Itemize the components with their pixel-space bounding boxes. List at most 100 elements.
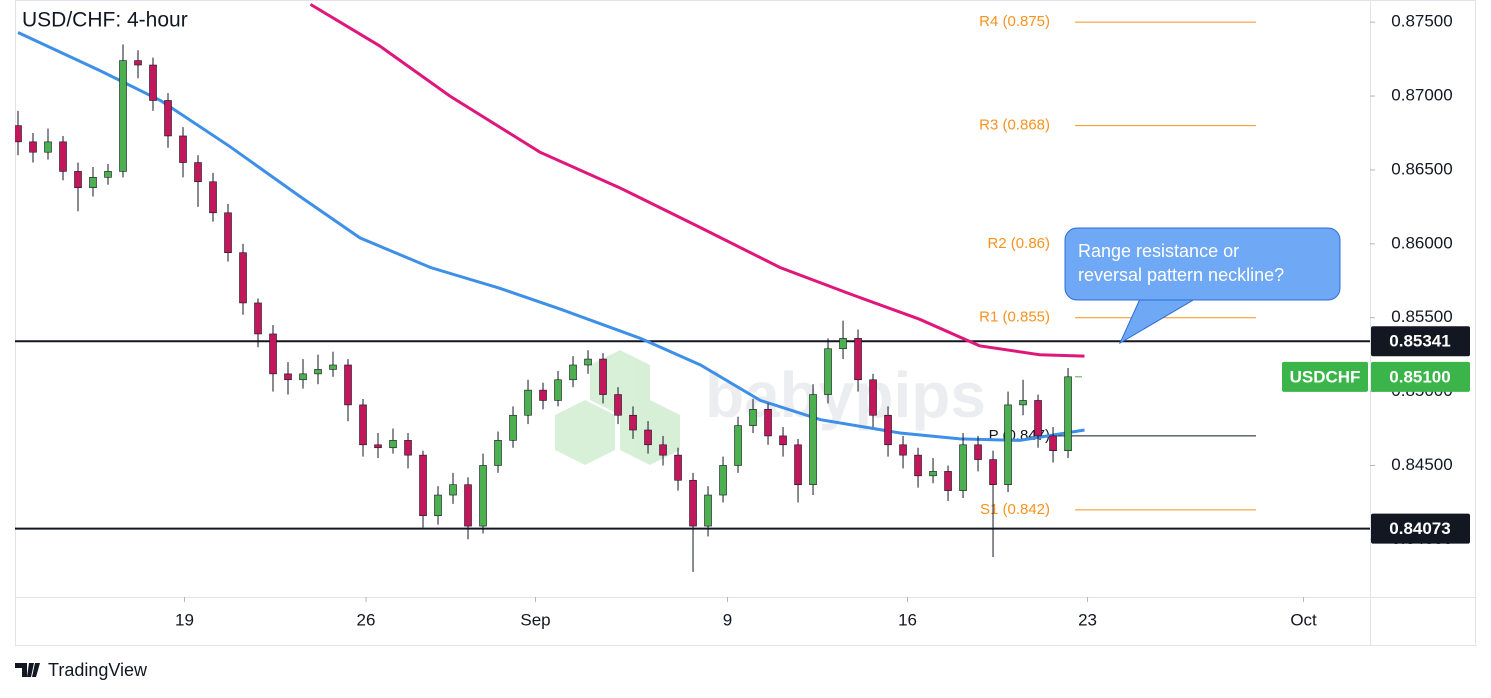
candle-body xyxy=(1019,400,1027,406)
candle-body xyxy=(884,414,892,446)
level-badge xyxy=(1371,326,1470,357)
level-badge-label: 0.85341 xyxy=(1389,332,1450,351)
candle-body xyxy=(974,444,982,460)
candle-body xyxy=(959,444,967,491)
candle-body xyxy=(74,171,82,188)
symbol-badge-label: USDCHF xyxy=(1290,367,1361,386)
candle-body xyxy=(149,64,157,101)
candle-body xyxy=(59,141,67,172)
chart-title: USD/CHF: 4-hour xyxy=(22,9,188,32)
candle-body xyxy=(239,252,247,304)
candle-body xyxy=(344,364,352,406)
callout: Range resistance or reversal pattern nec… xyxy=(1064,227,1341,345)
candle-body xyxy=(554,379,562,401)
candle-body xyxy=(284,373,292,381)
candle-body xyxy=(15,125,22,143)
candle-body xyxy=(629,414,637,431)
candle-body xyxy=(809,394,817,485)
callout-pointer xyxy=(1118,298,1197,345)
candle-body xyxy=(614,394,622,416)
x-tick-label: Oct xyxy=(1290,610,1317,629)
pivot-label: R1 (0.855) xyxy=(979,309,1050,326)
candle-body xyxy=(209,181,217,214)
candle-body xyxy=(254,302,262,335)
watermark-text: babypips xyxy=(705,359,986,431)
candle-body xyxy=(164,100,172,137)
callout-text: reversal pattern neckline? xyxy=(1078,265,1284,285)
candle-body xyxy=(134,60,142,66)
candle-body xyxy=(299,373,307,381)
candle-body xyxy=(1049,435,1057,452)
pivot-label: S1 (0.842) xyxy=(980,501,1050,518)
y-tick-label: 0.87500 xyxy=(1391,12,1452,31)
candle-body xyxy=(434,494,442,517)
candle-body xyxy=(494,440,502,466)
candle-body xyxy=(329,364,337,370)
candle-body xyxy=(989,459,997,485)
candle-body xyxy=(539,389,547,401)
candle-body xyxy=(914,454,922,477)
price-badge xyxy=(1371,361,1470,392)
candle-body xyxy=(194,162,202,183)
candle-body xyxy=(749,409,757,426)
candle-body xyxy=(44,141,52,153)
x-tick-label: 9 xyxy=(723,610,732,629)
candle-body xyxy=(584,358,592,366)
x-tick-label: 16 xyxy=(898,610,917,629)
moving-average xyxy=(17,31,1085,442)
level-badge xyxy=(1371,513,1470,544)
moving-average xyxy=(309,3,1085,358)
candle-body xyxy=(419,454,427,517)
candle-body xyxy=(314,369,322,375)
x-tick-label: 23 xyxy=(1078,610,1097,629)
candle-body xyxy=(839,338,847,350)
candle-body xyxy=(704,494,712,527)
candle-body xyxy=(374,444,382,449)
pivot-label: R4 (0.875) xyxy=(979,13,1050,30)
candle-body xyxy=(929,471,937,477)
x-tick-label: 19 xyxy=(175,610,194,629)
candle-body xyxy=(794,444,802,485)
candle-body xyxy=(779,435,787,446)
callout-box xyxy=(1064,227,1341,301)
candle-body xyxy=(1064,376,1072,452)
candle-body xyxy=(224,212,232,253)
candle-body xyxy=(119,60,127,172)
y-tick-label: 0.86000 xyxy=(1391,233,1452,252)
candle-body xyxy=(854,338,862,381)
candle-body xyxy=(674,454,682,481)
pivot-label: R3 (0.868) xyxy=(979,117,1050,134)
candle-body xyxy=(89,177,97,188)
candle-body xyxy=(824,348,832,395)
candle-body xyxy=(719,465,727,496)
candle-body xyxy=(404,440,412,456)
callout-text: Range resistance or xyxy=(1078,241,1239,261)
x-tick-label: Sep xyxy=(520,610,550,629)
candle-body xyxy=(269,333,277,375)
y-tick-label: 0.86500 xyxy=(1391,159,1452,178)
candle-body xyxy=(359,404,367,446)
candle-body xyxy=(1004,404,1012,485)
candle-body xyxy=(659,444,667,456)
candle-body xyxy=(734,425,742,466)
candle-body xyxy=(644,429,652,446)
candle-body xyxy=(104,171,112,178)
frame xyxy=(15,0,1476,646)
pivot-label: R2 (0.86) xyxy=(987,235,1050,252)
candle-body xyxy=(389,440,397,449)
candle-body xyxy=(179,135,187,163)
brand-logo xyxy=(15,663,40,677)
brand-text: TradingView xyxy=(48,660,148,680)
candle-body xyxy=(524,389,532,416)
candle-body xyxy=(29,141,37,153)
candle-body xyxy=(464,484,472,527)
y-tick-label: 0.85500 xyxy=(1391,307,1452,326)
candle-body xyxy=(449,484,457,496)
candle-body xyxy=(944,471,952,491)
candle-body xyxy=(599,358,607,395)
brand: TradingView xyxy=(15,660,148,680)
candle-body xyxy=(869,379,877,416)
candle-body xyxy=(479,465,487,527)
symbol-badge xyxy=(1282,361,1368,392)
